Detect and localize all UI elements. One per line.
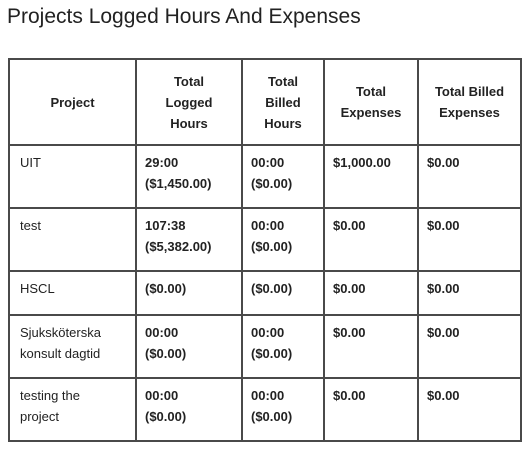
total-billed-expenses: $0.00 <box>427 388 460 403</box>
total-expenses: $0.00 <box>333 218 366 233</box>
project-name-cell: testing the project <box>8 377 137 442</box>
page-title: Projects Logged Hours And Expenses <box>7 5 361 28</box>
header-total-billed-hours: Total Billed Hours <box>241 58 325 146</box>
table-row: Sjuksköterska konsult dagtid 00:00 ($0.0… <box>8 314 522 379</box>
total-expenses: $0.00 <box>333 388 366 403</box>
total-billed-expenses: $0.00 <box>427 325 460 340</box>
billed-expenses-cell: $0.00 <box>417 207 522 272</box>
project-name: project <box>20 409 60 424</box>
expenses-cell: $0.00 <box>323 207 419 272</box>
expenses-cell: $1,000.00 <box>323 144 419 209</box>
project-name: test <box>20 218 41 233</box>
total-billed-expenses: $0.00 <box>427 155 460 170</box>
header-total-expenses: Total Expenses <box>323 58 419 146</box>
header-label: Total Billed <box>434 84 505 99</box>
header-label: Hours <box>170 115 208 131</box>
table-row: test 107:38 ($5,382.00) 00:00 ($0.00) $0… <box>8 207 522 272</box>
total-billed-expenses: $0.00 <box>427 218 460 233</box>
projects-hours-expenses-table: Project Total Logged Hours Total Billed … <box>8 58 522 442</box>
project-name-cell: test <box>8 207 137 272</box>
billed-hours: 00:00 <box>251 388 285 403</box>
total-expenses: $1,000.00 <box>333 155 391 170</box>
logged-hours-cell: ($0.00) <box>135 270 243 316</box>
header-label: Total <box>173 73 205 89</box>
project-name: UIT <box>20 155 41 170</box>
logged-amount: ($0.00) <box>145 346 187 361</box>
header-total-logged-hours: Total Logged Hours <box>135 58 243 146</box>
header-label: Logged <box>165 94 213 110</box>
logged-hours-cell: 00:00 ($0.00) <box>135 314 243 379</box>
header-label: Total <box>267 73 299 89</box>
billed-amount: ($0.00) <box>251 409 293 424</box>
project-name: testing the <box>20 388 80 403</box>
header-label: Expenses <box>439 105 500 120</box>
table-row: testing the project 00:00 ($0.00) 00:00 … <box>8 377 522 442</box>
logged-hours: 107:38 <box>145 218 186 233</box>
project-name-cell: UIT <box>8 144 137 209</box>
billed-amount: ($0.00) <box>251 281 293 296</box>
project-name: Sjuksköterska <box>20 325 101 340</box>
billed-hours-cell: 00:00 ($0.00) <box>241 377 325 442</box>
header-label: Hours <box>264 115 302 131</box>
logged-amount: ($5,382.00) <box>145 239 212 254</box>
logged-hours-cell: 00:00 ($0.00) <box>135 377 243 442</box>
billed-hours-cell: 00:00 ($0.00) <box>241 207 325 272</box>
billed-hours-cell: 00:00 ($0.00) <box>241 314 325 379</box>
table-header-row: Project Total Logged Hours Total Billed … <box>8 58 522 146</box>
total-billed-expenses: $0.00 <box>427 281 460 296</box>
project-name-cell: HSCL <box>8 270 137 316</box>
total-expenses: $0.00 <box>333 281 366 296</box>
billed-hours-cell: ($0.00) <box>241 270 325 316</box>
header-label: Project <box>50 94 95 110</box>
header-total-billed-expenses: Total Billed Expenses <box>417 58 522 146</box>
billed-amount: ($0.00) <box>251 239 293 254</box>
expenses-cell: $0.00 <box>323 314 419 379</box>
project-name-cell: Sjuksköterska konsult dagtid <box>8 314 137 379</box>
table-row: UIT 29:00 ($1,450.00) 00:00 ($0.00) $1,0… <box>8 144 522 209</box>
table-row: HSCL ($0.00) ($0.00) $0.00 $0.00 <box>8 270 522 316</box>
total-expenses: $0.00 <box>333 325 366 340</box>
billed-hours: 00:00 <box>251 218 285 233</box>
logged-hours-cell: 29:00 ($1,450.00) <box>135 144 243 209</box>
billed-amount: ($0.00) <box>251 346 293 361</box>
logged-hours: 00:00 <box>145 325 179 340</box>
expenses-cell: $0.00 <box>323 270 419 316</box>
billed-expenses-cell: $0.00 <box>417 314 522 379</box>
logged-hours-cell: 107:38 ($5,382.00) <box>135 207 243 272</box>
logged-hours: 00:00 <box>145 388 179 403</box>
header-label: Total <box>355 84 387 99</box>
logged-amount: ($0.00) <box>145 409 187 424</box>
project-name: konsult dagtid <box>20 346 101 361</box>
billed-expenses-cell: $0.00 <box>417 270 522 316</box>
logged-amount: ($1,450.00) <box>145 176 212 191</box>
header-label: Expenses <box>340 105 402 120</box>
header-project: Project <box>8 58 137 146</box>
expenses-cell: $0.00 <box>323 377 419 442</box>
billed-hours: 00:00 <box>251 325 285 340</box>
billed-amount: ($0.00) <box>251 176 293 191</box>
billed-expenses-cell: $0.00 <box>417 144 522 209</box>
header-label: Billed <box>265 94 301 110</box>
logged-hours: 29:00 <box>145 155 179 170</box>
logged-amount: ($0.00) <box>145 281 187 296</box>
billed-hours-cell: 00:00 ($0.00) <box>241 144 325 209</box>
project-name: HSCL <box>20 281 55 296</box>
billed-hours: 00:00 <box>251 155 285 170</box>
billed-expenses-cell: $0.00 <box>417 377 522 442</box>
